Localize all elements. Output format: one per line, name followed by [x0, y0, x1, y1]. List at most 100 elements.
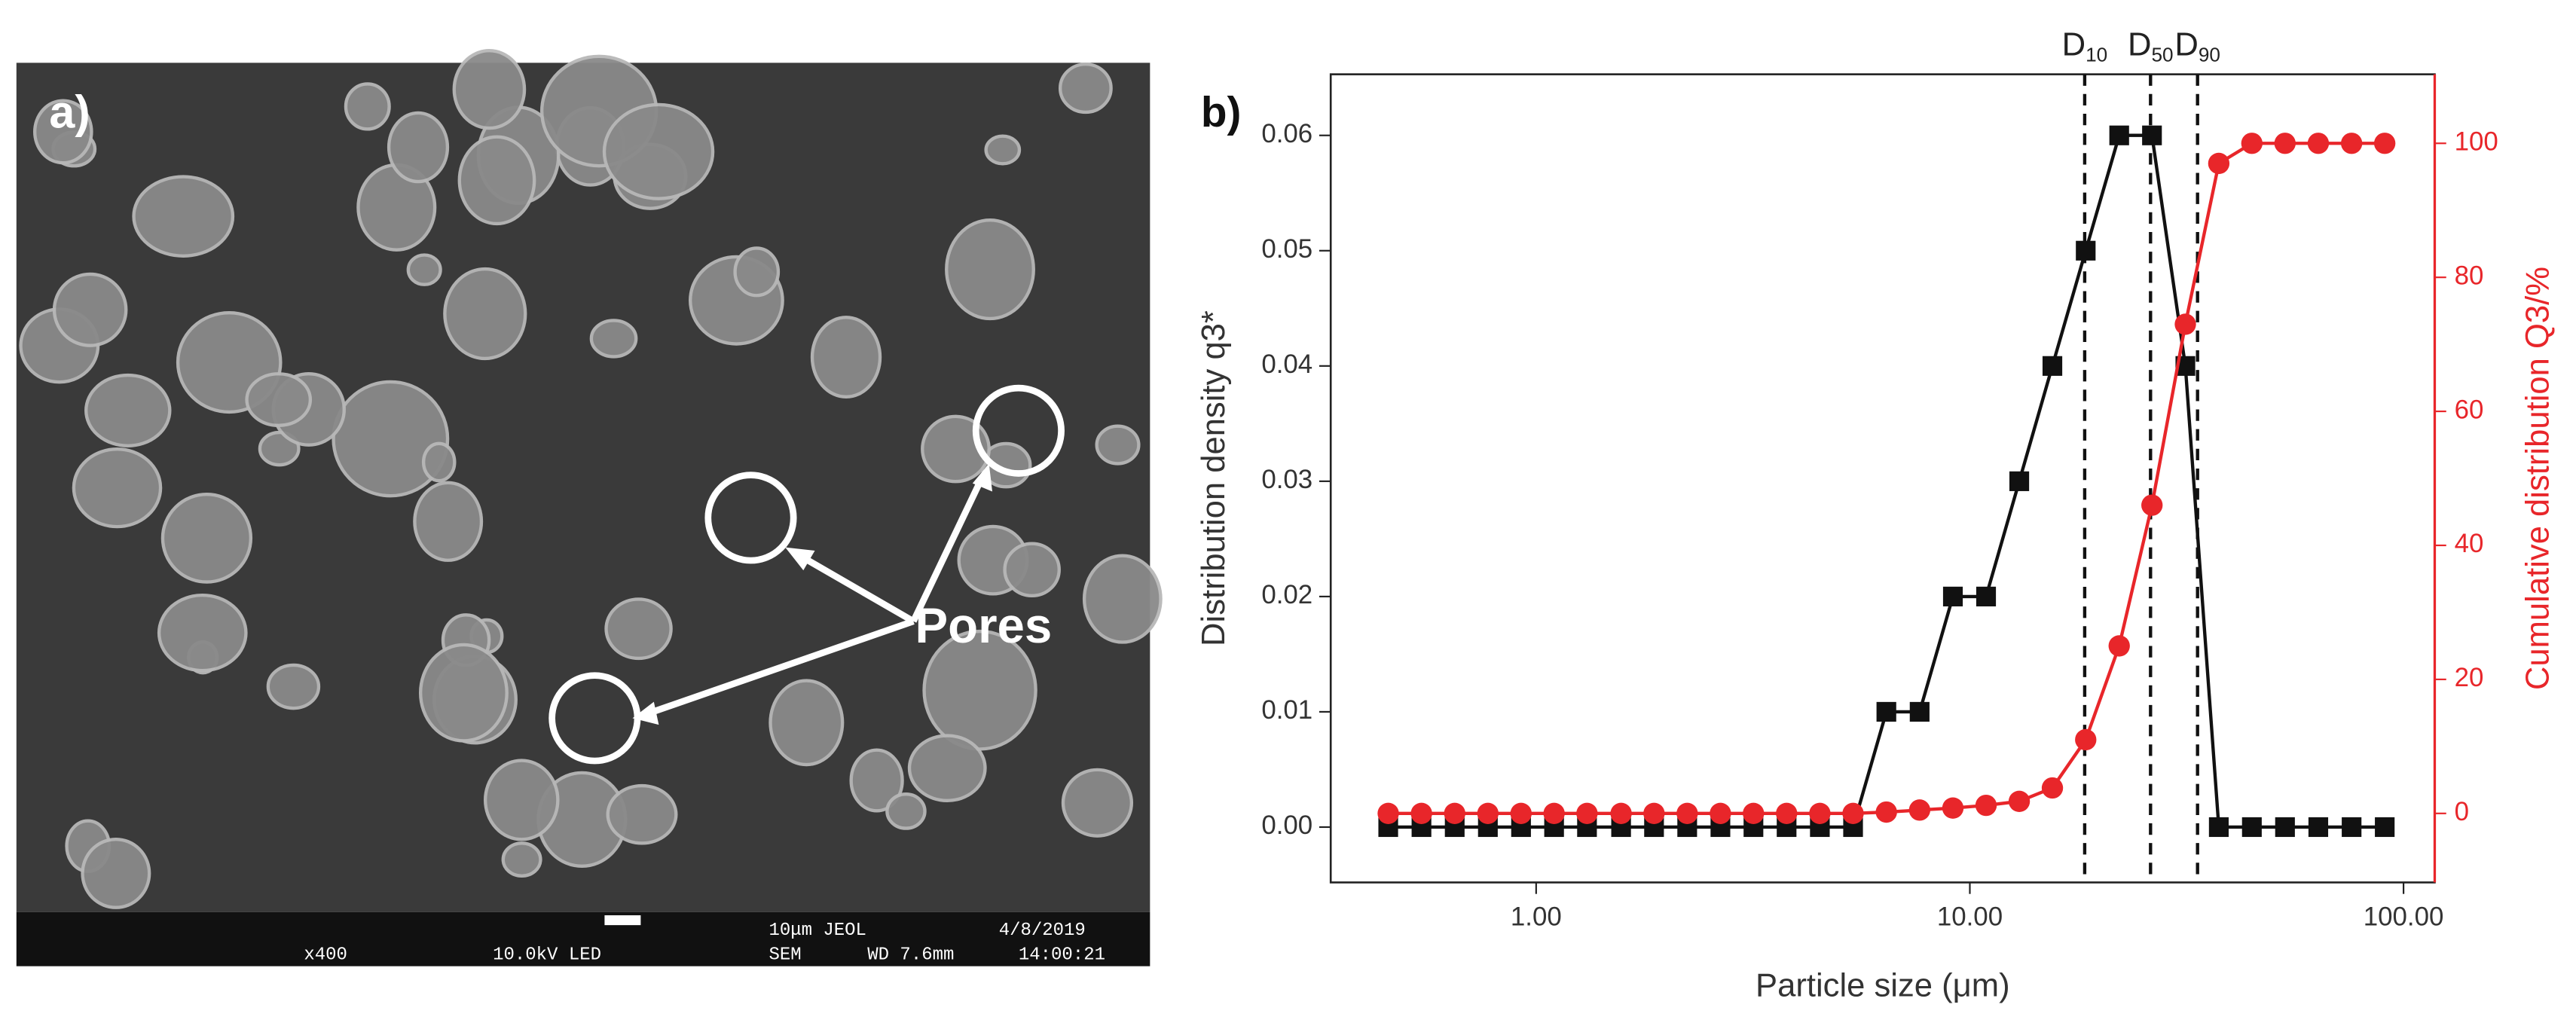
particle: [810, 316, 882, 399]
particle: [418, 643, 509, 743]
data-point: [2375, 817, 2395, 838]
info-text: 10μm JEOL: [769, 921, 866, 941]
y2-tick-label: 20: [2455, 663, 2484, 692]
particle: [501, 841, 542, 878]
chart: b) Particle size (μm) Distribution densi…: [1196, 26, 2556, 1003]
particle: [72, 447, 163, 529]
y2-tick-label: 80: [2455, 261, 2484, 290]
y-tick-label: 0.00: [1261, 811, 1312, 840]
info-text: 4/8/2019: [999, 921, 1086, 941]
panel-label: a): [49, 86, 90, 137]
y-axis-label: Distribution density q3*: [1196, 310, 1232, 646]
info-text: 14:00:21: [1019, 945, 1105, 966]
particle: [421, 441, 457, 483]
x-axis-label: Particle size (μm): [1756, 967, 2010, 1003]
data-point: [1809, 802, 1831, 824]
particle: [769, 679, 845, 767]
particle: [132, 175, 235, 258]
particle: [52, 272, 128, 347]
data-point: [1908, 799, 1931, 821]
data-point: [2108, 635, 2130, 657]
data-point: [1576, 802, 1598, 824]
data-point: [1444, 802, 1465, 824]
particle: [1003, 542, 1061, 598]
pore-highlights: [549, 384, 1065, 765]
data-point: [1643, 802, 1665, 824]
y2-tick-label: 60: [2455, 395, 2484, 424]
particle: [1082, 554, 1163, 644]
data-point: [2174, 313, 2196, 335]
data-point: [1942, 586, 1963, 606]
y2-tick-label: 40: [2455, 529, 2484, 558]
particle: [483, 759, 560, 841]
data-point: [2142, 125, 2162, 145]
series-line: [1388, 133, 2385, 829]
data-point: [2274, 133, 2296, 154]
marker-subscript: 50: [2151, 44, 2173, 66]
particle: [160, 493, 253, 584]
data-point: [2208, 152, 2230, 175]
scale-bar: [604, 915, 641, 926]
particle: [443, 267, 527, 361]
particle: [907, 734, 987, 802]
particle: [332, 380, 450, 498]
marker-subscript: 10: [2086, 44, 2107, 66]
data-point: [1743, 802, 1765, 824]
particle: [984, 134, 1022, 166]
annotation: Pores: [915, 598, 1053, 653]
particle: [452, 49, 527, 130]
data-point: [2241, 133, 2263, 154]
y2-tick-label: 100: [2455, 127, 2498, 156]
data-point: [2008, 790, 2031, 812]
particle: [387, 111, 450, 184]
data-point: [1976, 586, 1997, 606]
particle: [81, 837, 151, 909]
particles: [19, 49, 1163, 909]
marker-label: D50: [2128, 26, 2174, 66]
data-point: [1676, 802, 1698, 824]
data-point: [1477, 802, 1499, 824]
info-text: WD 7.6mm: [867, 945, 954, 966]
particle: [921, 414, 991, 484]
y-tick-label: 0.01: [1261, 695, 1312, 725]
particle: [945, 218, 1035, 321]
particle: [604, 597, 673, 661]
info-bar: [16, 911, 1150, 966]
marker-text: D: [2062, 26, 2086, 63]
data-point: [1942, 797, 1964, 819]
data-point: [2342, 817, 2362, 838]
y-tick-label: 0.05: [1261, 234, 1312, 264]
x-tick-label: 1.00: [1511, 902, 1562, 932]
y2-tick-label: 0: [2455, 797, 2469, 826]
x-tick-label: 100.00: [2364, 902, 2444, 932]
y-tick-label: 0.06: [1261, 119, 1312, 148]
data-point: [1510, 802, 1532, 824]
y2-axis-label: Cumulative distribution Q3/%: [2520, 267, 2556, 690]
data-point: [1842, 802, 1864, 824]
data-point: [1776, 802, 1798, 824]
data-point: [2042, 356, 2063, 376]
data-point: [2275, 817, 2295, 838]
data-point: [1875, 801, 1897, 823]
particle: [606, 783, 678, 845]
data-point: [1710, 802, 1731, 824]
marker-label: D10: [2062, 26, 2108, 66]
data-point: [1610, 802, 1632, 824]
particle: [157, 593, 248, 673]
data-point: [2241, 817, 2262, 838]
particle: [266, 663, 321, 710]
particle: [84, 373, 172, 447]
data-point: [2075, 728, 2097, 751]
y-tick-label: 0.03: [1261, 465, 1312, 494]
data-point: [2109, 125, 2129, 145]
particle: [457, 135, 536, 226]
data-point: [1975, 794, 1997, 817]
particle: [885, 792, 927, 830]
data-point: [2308, 817, 2329, 838]
data-point: [2009, 471, 2030, 491]
sem-panel: x400 10.0kV LED 10μm JEOL 4/8/2019 SEM W…: [16, 49, 1163, 966]
particle: [1058, 63, 1113, 115]
particle: [849, 748, 904, 813]
data-point: [2208, 817, 2229, 838]
